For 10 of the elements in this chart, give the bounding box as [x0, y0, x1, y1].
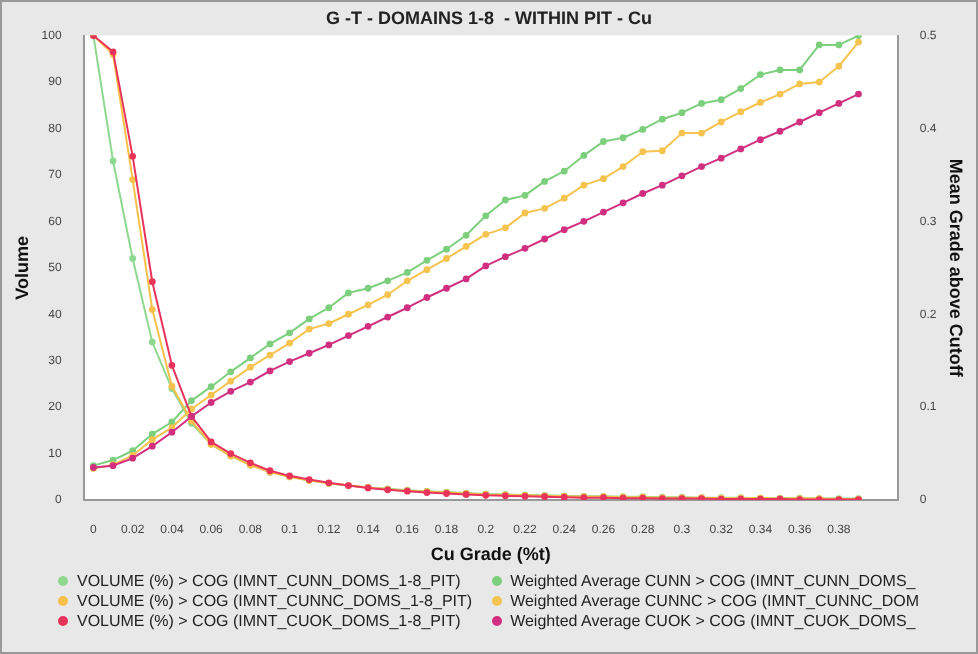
- legend-label: VOLUME (%) > COG (IMNT_CUOK_DOMS_1-8_PIT): [76, 612, 461, 630]
- x-axis-title: Cu Grade (%t): [430, 544, 551, 565]
- chart-title: G -T - DOMAINS 1-8 - WITHIN PIT - Cu: [326, 7, 652, 28]
- legend-label: Weighted Average CUNNC > COG (IMNT_CUNNC_DOM: [510, 592, 919, 610]
- legend-label: Weighted Average CUOK > COG (IMNT_CUOK_DOMS_: [510, 612, 916, 630]
- y2-axis-title: Mean Grade above Cutoff: [946, 158, 967, 379]
- legend-label: Weighted Average CUNN > COG (IMNT_CUNN_DOMS_: [510, 572, 916, 590]
- legend-label: VOLUME (%) > COG (IMNT_CUNN_DOMS_1-8_PIT): [76, 572, 461, 590]
- legend-label: VOLUME (%) > COG (IMNT_CUNNC_DOMS_1-8_PIT): [76, 592, 473, 610]
- y-axis-title: Volume: [11, 235, 32, 300]
